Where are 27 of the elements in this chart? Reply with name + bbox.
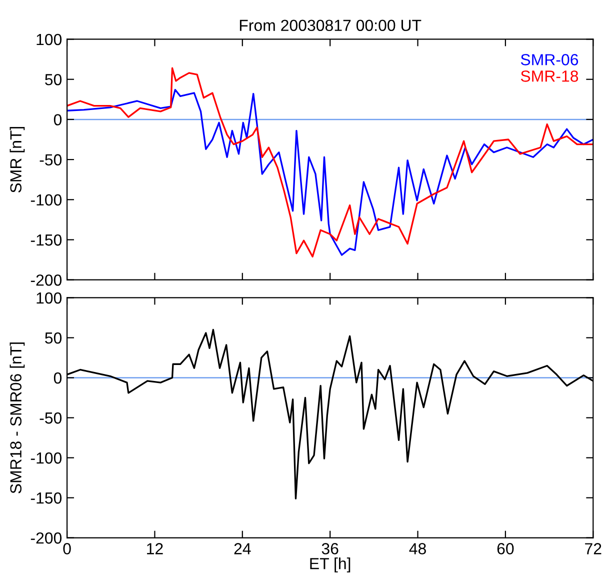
x-tick-label: 24: [234, 543, 251, 554]
text: SMR-18: [520, 70, 578, 82]
y-tick-label: -100: [30, 452, 62, 464]
y-axis-title: SMR [nT]: [10, 126, 25, 193]
x-tick-label: 72: [585, 543, 602, 554]
y-tick-label: 100: [36, 34, 62, 46]
chart-title: From 20030817 00:00 UT: [240, 20, 422, 32]
text: SMR-06: [520, 54, 578, 66]
x-tick-label: 36: [322, 543, 338, 554]
y-tick-label: -100: [30, 194, 62, 206]
x-tick-label: 12: [147, 543, 163, 554]
y-tick-label: 50: [45, 74, 62, 86]
x-tick-label: 0: [63, 543, 71, 554]
y-tick-label: -200: [30, 532, 62, 544]
y-tick-label: 50: [45, 332, 62, 344]
y-tick-label: 0: [54, 114, 62, 126]
y-tick-label: -50: [40, 412, 62, 424]
y-axis-title: SMR18 - SMR06 [nT]: [10, 342, 25, 494]
x-axis-title: ET [h]: [310, 558, 350, 572]
y-tick-label: 0: [54, 372, 62, 384]
y-tick-label: -50: [40, 154, 62, 166]
x-tick-label: 60: [497, 543, 514, 554]
x-tick-label: 48: [409, 543, 426, 554]
y-tick-label: -200: [30, 274, 62, 286]
y-tick-label: -150: [30, 234, 62, 246]
y-tick-label: 100: [36, 292, 62, 304]
y-tick-label: -150: [30, 492, 62, 504]
